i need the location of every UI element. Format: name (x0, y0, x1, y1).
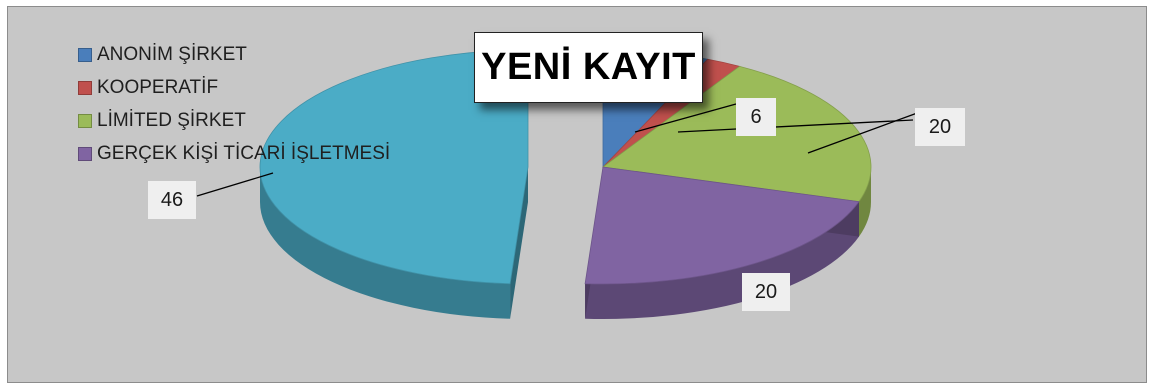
leader-line (634, 103, 737, 133)
legend-swatch (78, 113, 92, 128)
legend-swatch (78, 80, 92, 95)
data-label-anonim: 6 (736, 98, 776, 136)
pie-slice (259, 49, 529, 285)
legend-item-gercek-kisi: GERÇEK KİŞİ TİCARİ İŞLETMESİ (78, 137, 390, 170)
chart-area: ANONİM ŞİRKET KOOPERATİF LİMİTED ŞİRKET … (7, 6, 1147, 383)
legend-swatch (78, 146, 92, 161)
legend-item-anonim: ANONİM ŞİRKET (78, 38, 390, 71)
slice-side (585, 201, 859, 320)
legend-swatch (78, 47, 92, 62)
chart-title: YENİ KAYIT (474, 32, 703, 103)
leader-line (807, 111, 921, 154)
legend-item-limited: LİMİTED ŞİRKET (78, 104, 390, 137)
pie-slice (584, 166, 860, 285)
slice-wall (510, 167, 528, 319)
data-label-limited: 20 (915, 108, 965, 146)
leader-line (196, 172, 274, 197)
legend-label: GERÇEK KİŞİ TİCARİ İŞLETMESİ (97, 142, 391, 164)
slice-side (858, 167, 871, 237)
slice-side (260, 167, 511, 319)
legend-item-kooperatif: KOOPERATİF (78, 71, 390, 104)
legend-label: ANONİM ŞİRKET (97, 43, 247, 65)
legend: ANONİM ŞİRKET KOOPERATİF LİMİTED ŞİRKET … (78, 38, 390, 170)
legend-label: LİMİTED ŞİRKET (97, 109, 246, 131)
leader-line (677, 119, 914, 133)
data-label-gercek-kisi: 20 (742, 273, 790, 311)
legend-label: KOOPERATİF (97, 76, 219, 98)
data-label-other: 46 (148, 181, 196, 219)
